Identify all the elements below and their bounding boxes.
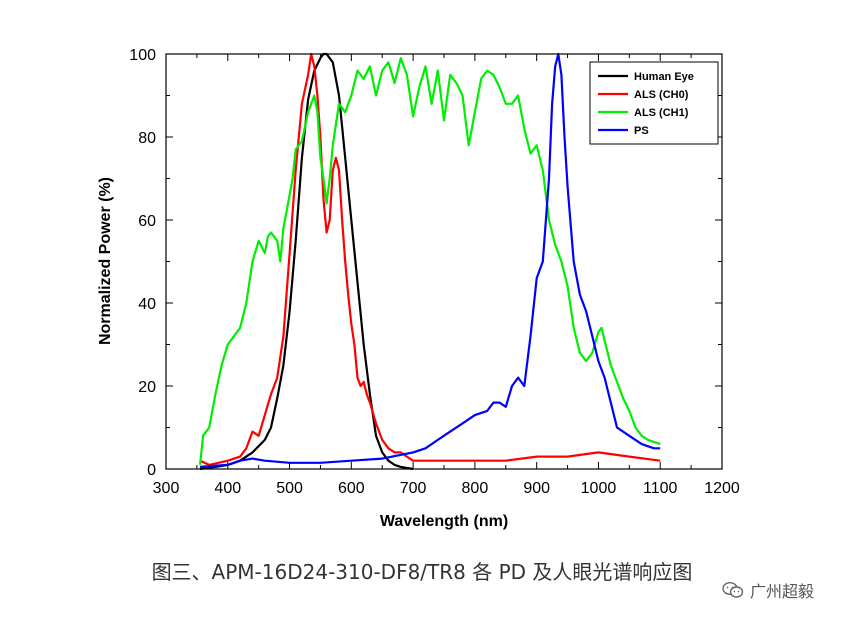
series-line-1 bbox=[199, 52, 661, 466]
x-tick-label: 400 bbox=[214, 480, 241, 497]
figure-caption: 图三、APM-16D24-310-DF8/TR8 各 PD 及人眼光谱响应图 bbox=[151, 560, 693, 584]
legend-label-1: ALS (CH0) bbox=[634, 89, 689, 101]
axis-ticks bbox=[165, 53, 723, 470]
series-line-3 bbox=[199, 52, 661, 468]
axis-tick-labels: 300 400 500 600 700 800 900 1000 1100 1200 0 20 40 60… bbox=[129, 47, 740, 497]
x-tick-label: 1200 bbox=[704, 480, 740, 497]
series-line-2 bbox=[198, 57, 661, 466]
y-axis-title: Normalized Power (%) bbox=[97, 177, 114, 345]
wechat-icon bbox=[722, 581, 744, 598]
x-tick-label: 500 bbox=[276, 480, 303, 497]
x-tick-label: 300 bbox=[153, 480, 180, 497]
x-tick-label: 1100 bbox=[643, 480, 678, 497]
legend-label-3: PS bbox=[634, 125, 649, 137]
watermark-text: 广州超毅 bbox=[749, 582, 814, 601]
series-layer bbox=[198, 52, 661, 471]
legend-label-0: Human Eye bbox=[634, 71, 694, 83]
spectral-response-chart: 300 400 500 600 700 800 900 1000 1100 1200 0 20 40 60… bbox=[97, 47, 740, 530]
watermark: 广州超毅 bbox=[722, 578, 814, 602]
x-tick-label: 900 bbox=[523, 480, 550, 497]
legend-label-2: ALS (CH1) bbox=[634, 107, 689, 119]
series-line-0 bbox=[199, 52, 414, 471]
x-tick-label: 600 bbox=[338, 480, 365, 497]
y-tick-label: 20 bbox=[138, 379, 156, 396]
y-tick-label: 0 bbox=[147, 462, 156, 479]
y-tick-label: 60 bbox=[138, 213, 156, 230]
legend: Human Eye ALS (CH0) ALS (CH1) PS bbox=[589, 61, 719, 145]
y-tick-label: 100 bbox=[129, 47, 156, 64]
y-tick-label: 80 bbox=[138, 130, 156, 147]
x-tick-label: 1000 bbox=[581, 480, 617, 497]
y-tick-label: 40 bbox=[138, 296, 156, 313]
x-tick-label: 700 bbox=[400, 480, 427, 497]
x-tick-label: 800 bbox=[462, 480, 489, 497]
x-axis-title: Wavelength (nm) bbox=[380, 513, 508, 530]
